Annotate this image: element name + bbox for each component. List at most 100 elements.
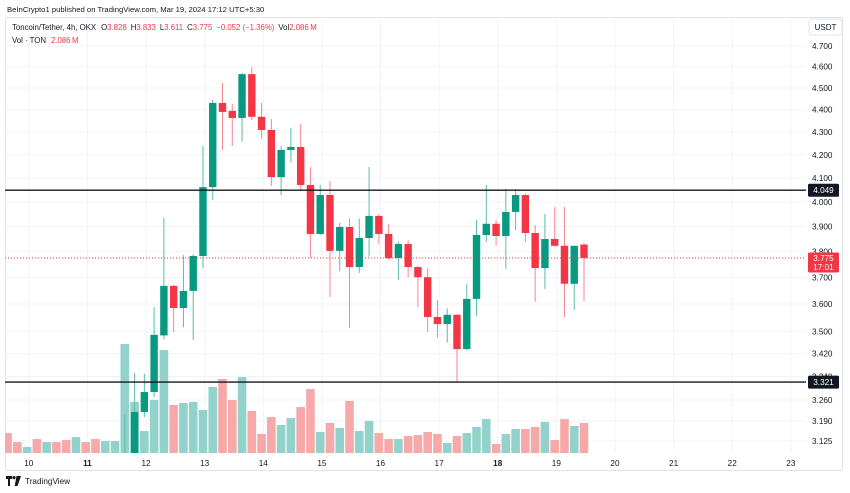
candle-up[interactable] <box>394 241 403 280</box>
candle-up[interactable] <box>472 220 481 316</box>
candle-down[interactable] <box>423 268 432 333</box>
candle-body <box>355 237 363 268</box>
candle-body <box>316 195 324 234</box>
level-price-label: 4.049 <box>813 186 834 195</box>
candle-body <box>150 334 158 393</box>
candle-up[interactable] <box>502 189 510 269</box>
candle-down[interactable] <box>580 243 588 302</box>
candle-down[interactable] <box>384 223 393 260</box>
candle-down[interactable] <box>218 83 227 150</box>
candle-up[interactable] <box>140 373 149 418</box>
candle-body <box>296 146 305 185</box>
candle-body <box>384 233 393 259</box>
candle-down[interactable] <box>306 167 315 259</box>
candle-down[interactable] <box>326 180 334 298</box>
volume-bar <box>169 404 178 453</box>
candle-down[interactable] <box>550 207 559 246</box>
volume-bar <box>511 428 520 453</box>
volume-bar <box>462 433 472 453</box>
candle-down[interactable] <box>521 193 530 243</box>
price-tick-label: 4.000 <box>812 198 833 207</box>
candle-body <box>199 187 207 256</box>
candle-down[interactable] <box>433 299 442 338</box>
candle-down[interactable] <box>248 66 256 120</box>
candle-up[interactable] <box>199 146 207 269</box>
volume-bar <box>276 424 286 453</box>
candle-up[interactable] <box>365 167 373 257</box>
candle-up[interactable] <box>160 217 168 340</box>
candle-body <box>228 110 236 118</box>
candle-down[interactable] <box>257 102 266 139</box>
tradingview-logo-icon <box>6 476 21 486</box>
candle-body <box>531 232 539 269</box>
volume-bar <box>306 389 315 453</box>
volume-bar <box>433 434 442 453</box>
candle-down[interactable] <box>560 207 569 317</box>
volume-bar <box>149 399 159 453</box>
volume-bar <box>530 426 540 453</box>
candle-up[interactable] <box>287 127 295 163</box>
volume-bar <box>442 442 452 453</box>
volume-indicator-row[interactable]: Vol · TON 2.086 M <box>12 34 317 47</box>
candle-up[interactable] <box>150 306 158 398</box>
candle-up[interactable] <box>336 222 344 271</box>
candle-up[interactable] <box>541 213 549 290</box>
candle-up[interactable] <box>355 218 363 273</box>
volume-bar <box>286 418 296 453</box>
candle-body <box>463 298 471 350</box>
candle-up[interactable] <box>277 146 285 196</box>
currency-button[interactable]: USDT <box>808 18 843 36</box>
publisher-line: BeInCrypto1 published on TradingView.com… <box>7 5 265 14</box>
candle-body <box>160 285 168 336</box>
volume-bar <box>267 417 276 453</box>
candle-body <box>423 277 432 317</box>
volume-bar <box>521 428 530 453</box>
volume-indicator-label: Vol · TON <box>12 36 46 45</box>
candle-body <box>375 215 383 234</box>
symbol-title[interactable]: Toncoin/Tether, 4h, OKX <box>12 23 97 32</box>
candle-up[interactable] <box>179 254 188 328</box>
volume-bar <box>237 377 247 453</box>
candle-down[interactable] <box>531 225 539 302</box>
time-tick-label: 10 <box>24 459 34 468</box>
candle-up[interactable] <box>130 373 139 468</box>
candle-body <box>580 244 588 259</box>
candle-body <box>238 74 246 118</box>
candle-down[interactable] <box>492 220 500 246</box>
candle-down[interactable] <box>345 218 354 328</box>
currency-label: USDT <box>815 23 837 32</box>
candle-down[interactable] <box>375 214 383 245</box>
candle-up[interactable] <box>463 283 471 351</box>
candle-up[interactable] <box>121 414 128 480</box>
candle-up[interactable] <box>316 184 324 235</box>
volume-bar <box>61 440 71 453</box>
candle-down[interactable] <box>296 123 305 191</box>
candle-body <box>560 245 569 284</box>
candle-down[interactable] <box>453 314 461 383</box>
horizontal-levels <box>5 189 806 383</box>
volume-bar <box>22 446 32 453</box>
candle-body <box>414 267 422 278</box>
candle-down[interactable] <box>169 284 178 333</box>
volume-bar <box>110 441 120 453</box>
candle-up[interactable] <box>238 73 246 142</box>
price-tick-label: 4.400 <box>812 106 833 115</box>
candle-up[interactable] <box>482 184 490 243</box>
candle-up[interactable] <box>511 189 520 230</box>
candle-down[interactable] <box>414 265 422 307</box>
candle-up[interactable] <box>570 245 578 310</box>
volume-bar <box>482 419 491 453</box>
candle-body <box>130 411 139 453</box>
candle-down[interactable] <box>404 240 412 278</box>
currency-button-box[interactable] <box>808 18 843 36</box>
candle-up[interactable] <box>189 254 197 341</box>
candle-up[interactable] <box>443 308 451 343</box>
candle-down[interactable] <box>267 119 276 186</box>
candle-up[interactable] <box>209 99 217 201</box>
price-tick-label: 3.125 <box>812 437 833 446</box>
time-axis[interactable]: 10 11 12 13 14 15 16 17 18 19 20 21 22 23 <box>24 459 796 468</box>
price-tick-label: 3.500 <box>812 327 833 336</box>
candle-down[interactable] <box>228 104 236 147</box>
